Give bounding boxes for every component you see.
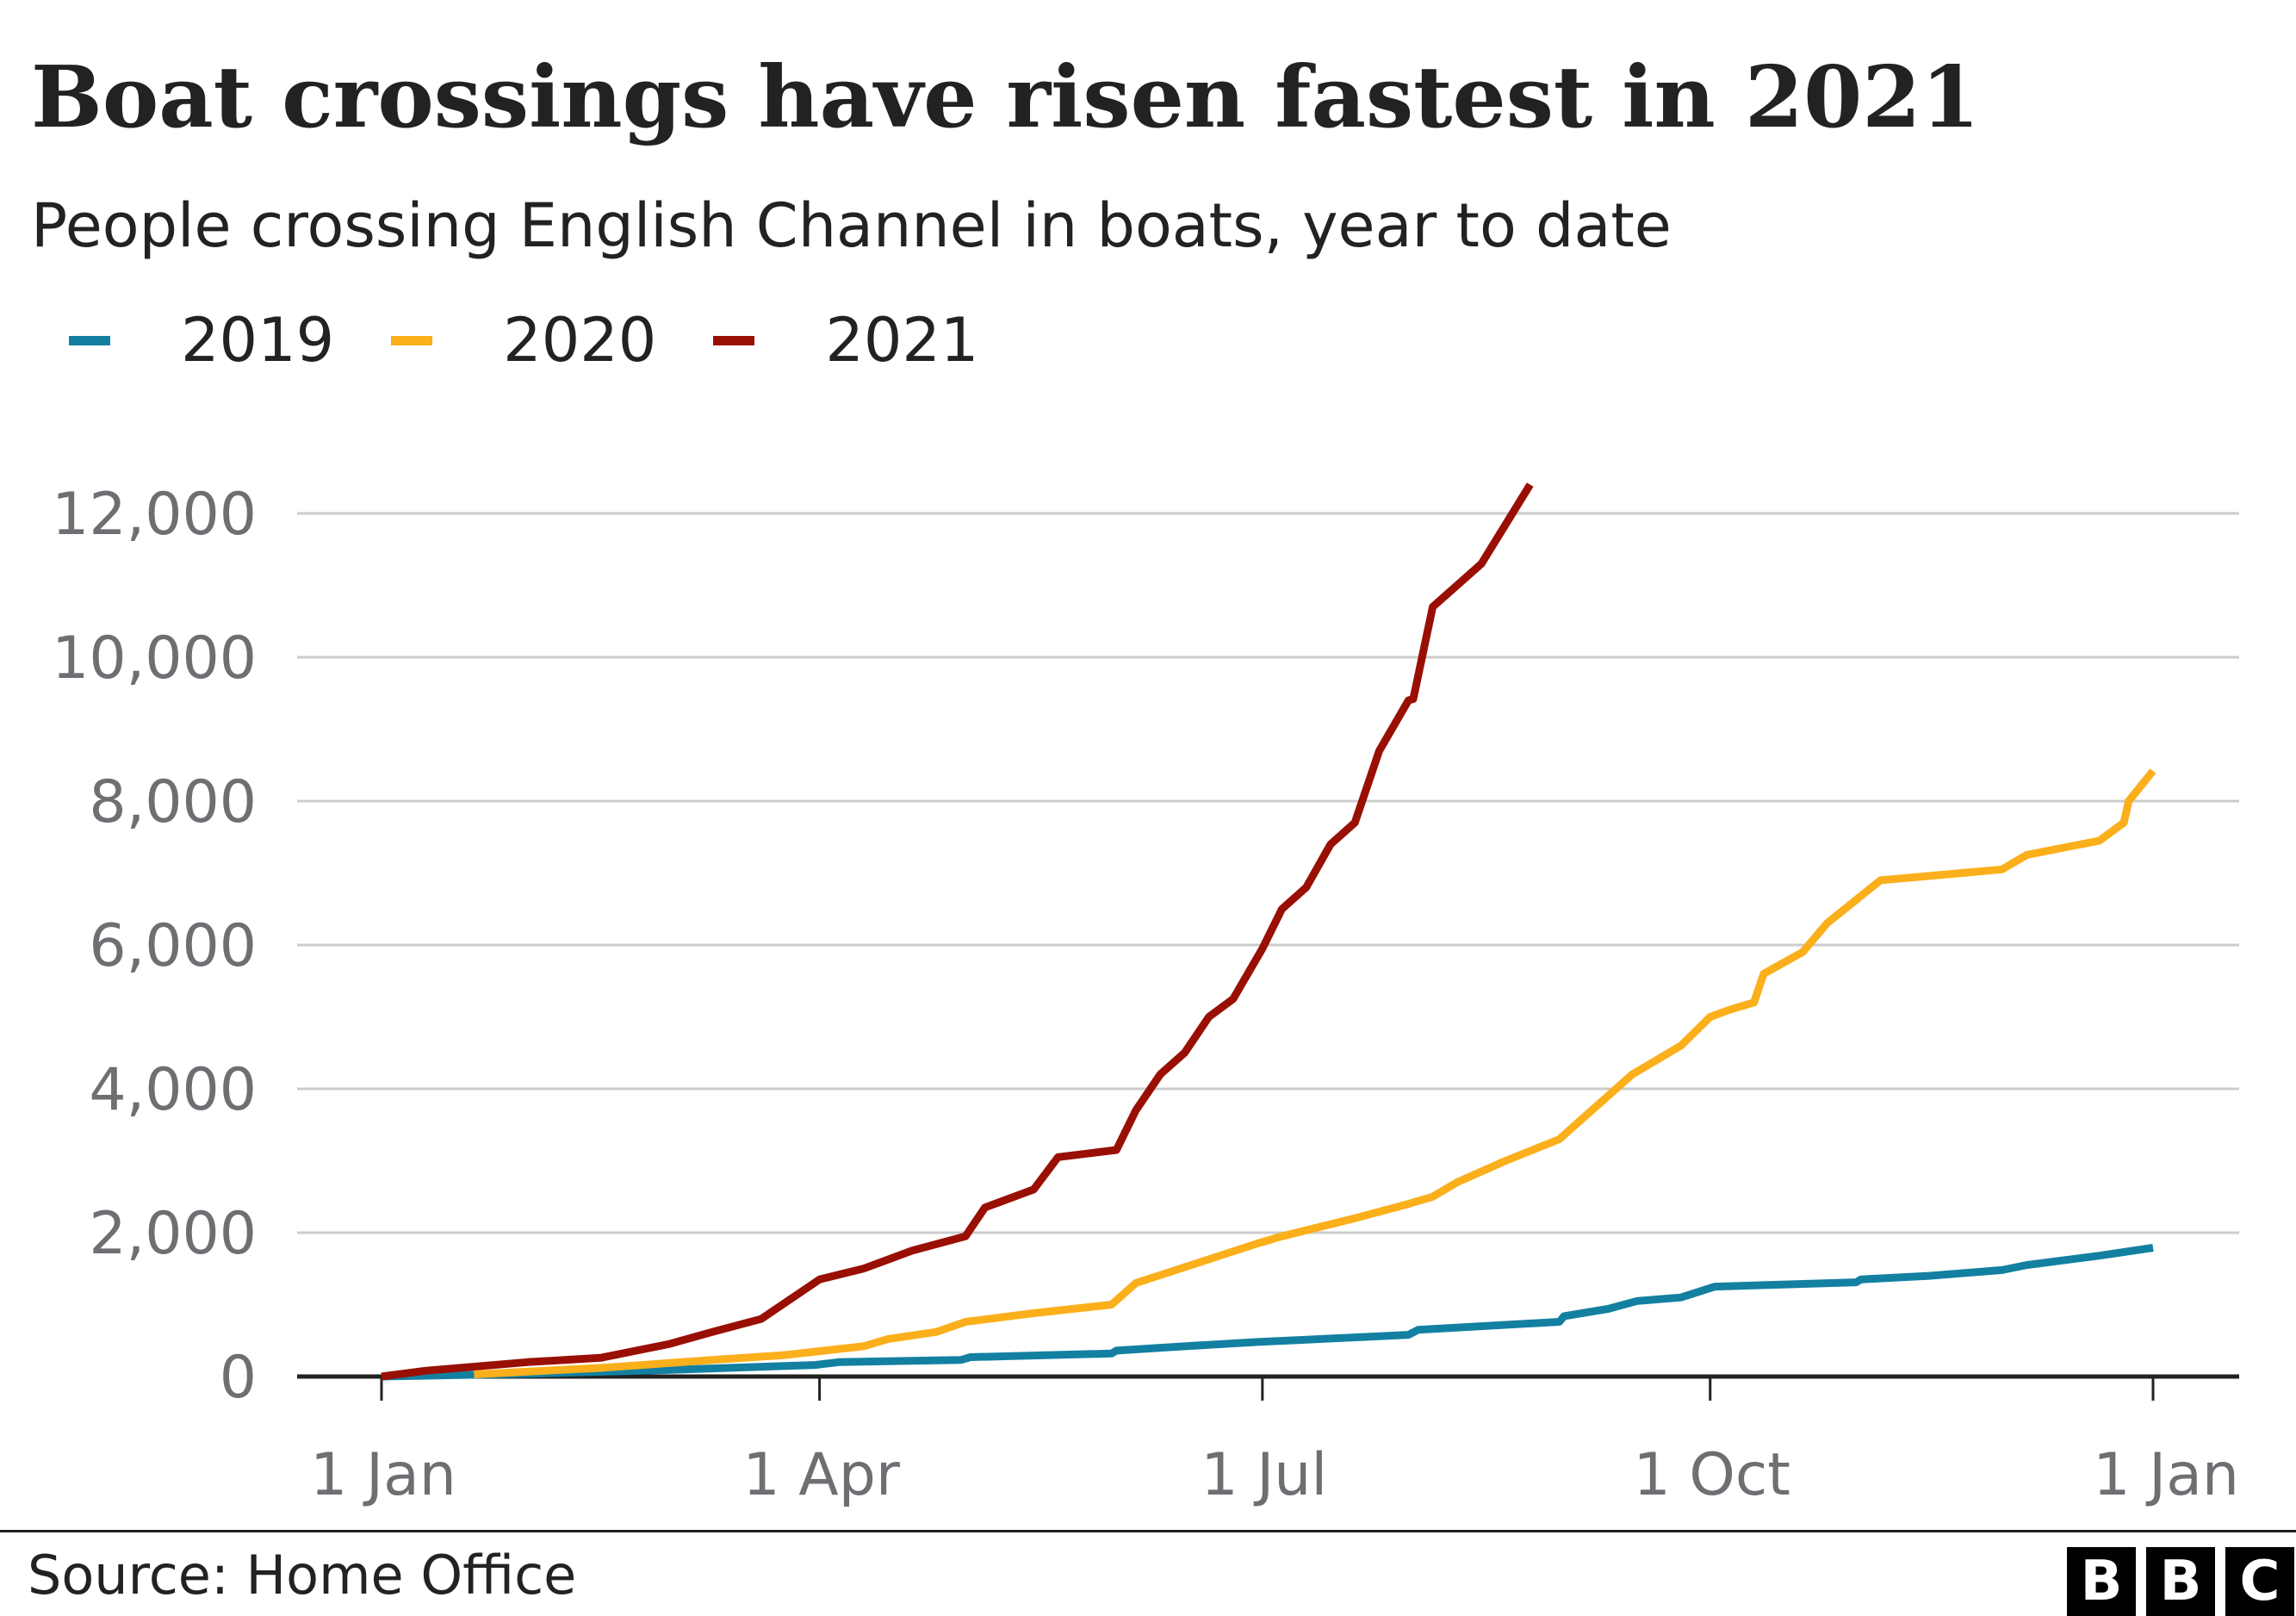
series-line-2020	[474, 768, 2156, 1378]
legend-label-2019: 2019	[181, 305, 335, 376]
legend-item-2019: 2019	[69, 310, 334, 370]
y-tick-label-2000: 2,000	[89, 1200, 257, 1268]
series-line-2019	[381, 1244, 2154, 1381]
x-tick-label-2: 1 Jul	[1201, 1441, 1327, 1509]
y-tick-label-8000: 8,000	[89, 768, 257, 836]
legend-item-2020: 2020	[391, 310, 656, 370]
legend-item-2021: 2021	[713, 310, 978, 370]
series-lines	[381, 482, 2156, 1381]
x-tick-label-4: 1 Jan	[2093, 1441, 2239, 1509]
y-tick-label-4000: 4,000	[89, 1056, 257, 1124]
legend-swatch-2021	[713, 335, 755, 345]
legend-label-2020: 2020	[503, 305, 657, 376]
x-tick-label-3: 1 Oct	[1634, 1441, 1790, 1509]
footer-divider	[0, 1530, 2296, 1532]
axes	[297, 1374, 2239, 1401]
x-tick-label-0: 1 Jan	[310, 1441, 456, 1509]
bbc-logo-letter-b1: B	[2067, 1547, 2136, 1616]
series-line-2021	[381, 482, 1534, 1381]
legend-label-2021: 2021	[825, 305, 979, 376]
bbc-logo-letter-c: C	[2225, 1547, 2294, 1616]
source-note: Source: Home Office	[28, 1544, 577, 1607]
y-tick-label-10000: 10,000	[52, 625, 257, 693]
bbc-logo: B B C	[2057, 1547, 2294, 1616]
gridlines	[297, 512, 2239, 1234]
chart-subtitle: People crossing English Channel in boats…	[31, 190, 1672, 261]
y-tick-label-12000: 12,000	[52, 481, 257, 549]
legend-swatch-2020	[391, 335, 433, 345]
chart-legend: 2019 2020 2021	[69, 310, 1035, 370]
y-tick-label-6000: 6,000	[89, 912, 257, 980]
tick-labels: 0 2,000 4,000 6,000 8,000 10,000 12,000 1 Jan 1 …	[52, 481, 2239, 1509]
legend-swatch-2019	[69, 335, 110, 345]
bbc-logo-letter-b2: B	[2146, 1547, 2215, 1616]
chart-title: Boat crossings have risen fastest in 202…	[31, 48, 1980, 147]
x-tick-label-1: 1 Apr	[742, 1441, 900, 1509]
y-tick-label-0: 0	[220, 1344, 257, 1412]
